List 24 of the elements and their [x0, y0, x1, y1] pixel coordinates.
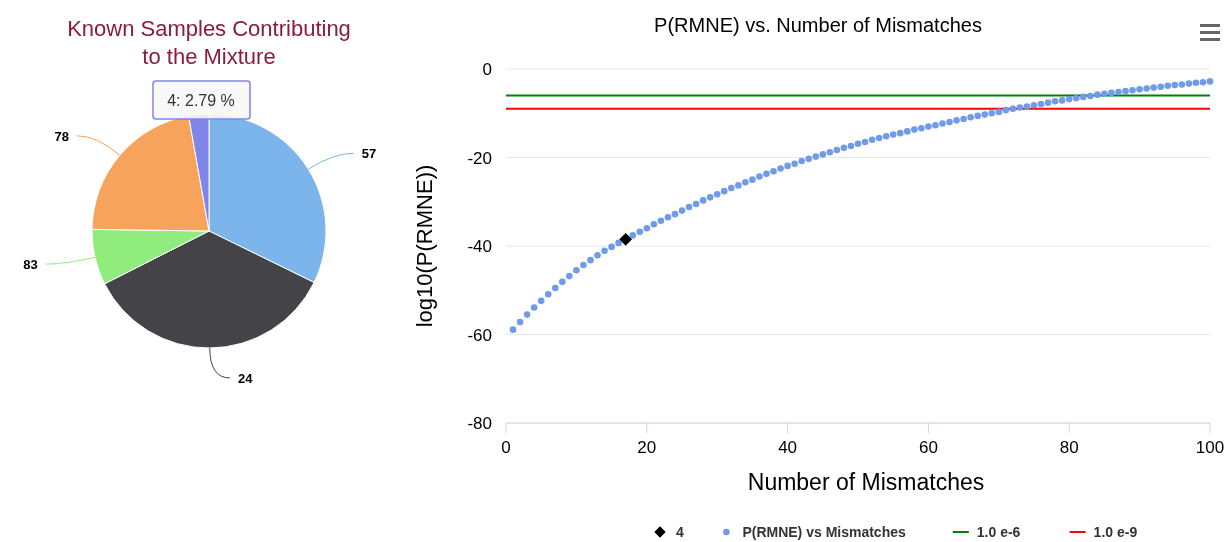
slice-label: 57 [361, 146, 377, 162]
x-tick-label: 20 [637, 438, 657, 457]
y-tick-label: 0 [482, 60, 492, 79]
text: 4: 2.79 % [167, 92, 235, 109]
y-tick-label: -80 [467, 414, 492, 433]
chart-title: P(RMNE) vs. Number of Mismatches [654, 14, 982, 36]
chart-title: Known Samples Contributing to the Mixture [67, 16, 351, 69]
x-tick-label: 60 [918, 438, 938, 457]
legend-label: P(RMNE) vs Mismatches [742, 524, 906, 540]
slice-label: 78 [54, 128, 70, 144]
slice-label: 83 [23, 257, 38, 273]
y-tick-label: -60 [467, 325, 492, 345]
x-tick-label: 100 [1195, 438, 1225, 457]
x-tick-label: 40 [778, 438, 798, 457]
legend-label: 4 [676, 524, 684, 540]
y-tick-label: -20 [467, 148, 492, 168]
x-tick-label: 0 [501, 438, 511, 457]
x-axis-title: Number of Mismatches [747, 469, 985, 495]
slice-label: 24 [237, 371, 254, 386]
x-tick-label: 80 [1059, 438, 1079, 457]
y-tick-label: -40 [467, 237, 492, 256]
y-axis-title: log10(P(RMNE)) [412, 164, 437, 328]
legend-label: 1.0 e-6 [976, 524, 1021, 540]
legend-label: 1.0 e-9 [1093, 524, 1138, 540]
